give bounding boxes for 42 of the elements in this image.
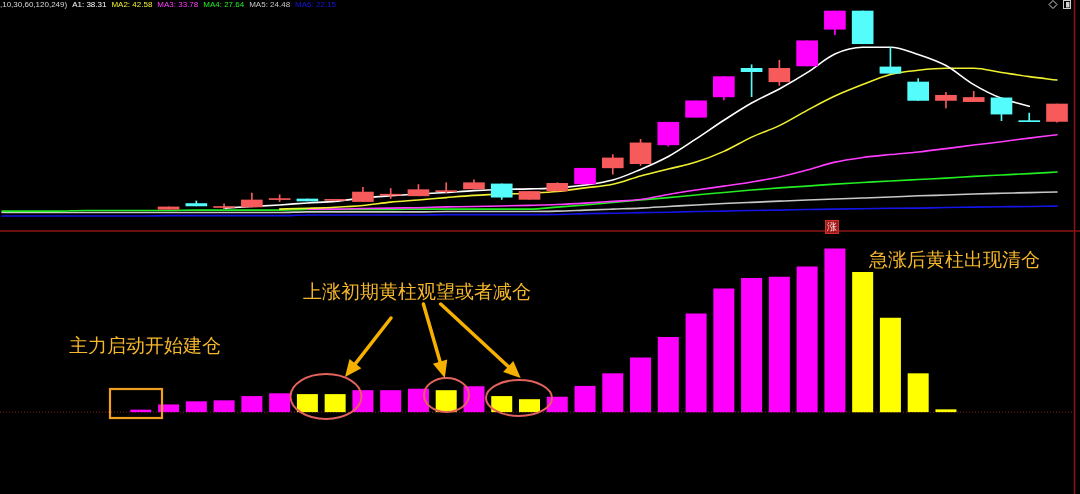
- bar: [852, 272, 874, 413]
- bar: [574, 385, 596, 413]
- text: MA5: 24.48: [249, 0, 291, 9]
- bar: [407, 388, 429, 413]
- candlestick: [379, 188, 402, 199]
- legend-title: ,10,30,60,120,249): [0, 0, 68, 9]
- annotation: 主力启动开始建仓: [69, 335, 221, 356]
- bar: [519, 399, 540, 413]
- text: 涨: [825, 220, 839, 234]
- bar: [463, 386, 485, 413]
- bar: [685, 313, 707, 413]
- text: A1: 38.31: [72, 0, 107, 9]
- candlestick: [1018, 112, 1041, 122]
- bar: [241, 396, 263, 413]
- text: MA3: 33.78: [157, 0, 199, 9]
- bar: [768, 276, 790, 413]
- candlestick: [435, 182, 458, 194]
- bar: [713, 288, 735, 413]
- bar: [324, 394, 346, 413]
- bar: [546, 396, 568, 413]
- bar: [824, 248, 846, 413]
- bar: [213, 400, 235, 413]
- text: MA6: 22.15: [295, 0, 337, 9]
- bar: [935, 409, 957, 413]
- bar: [158, 404, 180, 413]
- bar: [741, 278, 763, 413]
- bar: [185, 401, 207, 413]
- bar: [435, 390, 457, 413]
- bar: [879, 317, 901, 413]
- text: MA2: 42.58: [111, 0, 153, 9]
- bar: [630, 357, 652, 413]
- bar: [657, 336, 679, 413]
- annotation: 急涨后黄柱出现清仓: [869, 249, 1040, 270]
- bar: [907, 373, 929, 413]
- bar: [269, 393, 291, 413]
- bar: [491, 396, 513, 413]
- text: MA4: 27.64: [203, 0, 245, 9]
- annotation: 上涨初期黄柱观望或者减仓: [303, 281, 531, 302]
- bar: [296, 394, 318, 413]
- bar: [380, 390, 402, 413]
- bar: [796, 266, 818, 413]
- bar: [602, 373, 624, 413]
